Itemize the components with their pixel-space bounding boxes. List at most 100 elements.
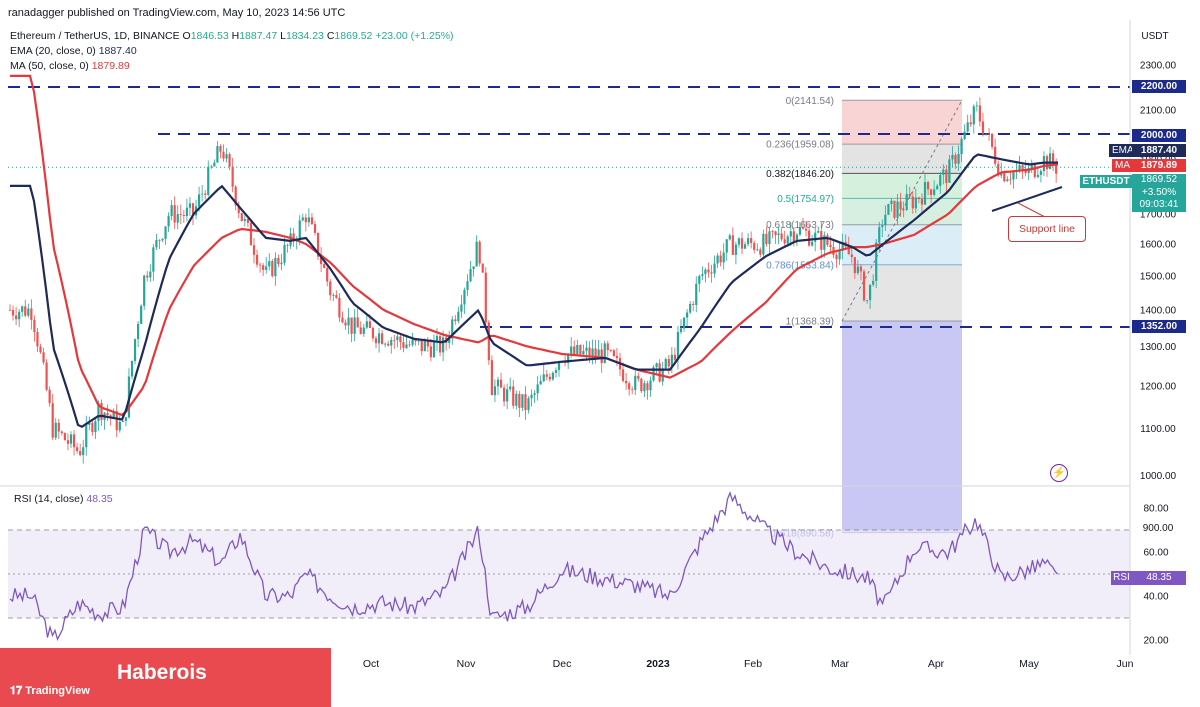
candle-body <box>637 375 640 379</box>
candle-body <box>954 155 957 164</box>
candle-body <box>655 363 658 368</box>
candle-body <box>798 227 802 235</box>
horizontal-levels[interactable] <box>8 86 1130 328</box>
candle-body <box>387 343 390 346</box>
candle-body <box>79 450 82 456</box>
candle-body <box>969 122 972 125</box>
candle-body <box>442 337 445 353</box>
candle-countdown: 09:03:41 <box>1139 199 1179 210</box>
last-change: +3.50% <box>1141 186 1177 198</box>
candle-body <box>265 266 268 270</box>
ema-legend[interactable]: EMA (20, close, 0) 1887.40 <box>10 45 137 57</box>
ma-legend-value: 1879.89 <box>91 60 130 72</box>
ma-legend[interactable]: MA (50, close, 0) 1879.89 <box>10 60 130 72</box>
candle-body <box>722 252 725 263</box>
candle-body <box>402 342 405 348</box>
support-line-annotation[interactable]: Support line <box>1008 216 1086 242</box>
candle-body <box>164 226 167 239</box>
candle-body <box>966 122 969 132</box>
candle-body <box>786 236 789 244</box>
candle-body <box>399 336 402 343</box>
rsi-tick-2: 40.00 <box>1143 592 1168 603</box>
candle-body <box>585 347 588 351</box>
candle-body <box>875 242 878 281</box>
rsi-legend[interactable]: RSI (14, close) 48.35 <box>14 493 113 505</box>
symbol-legend[interactable]: Ethereum / TetherUS, 1D, BINANCE O1846.5… <box>10 30 454 42</box>
ohlc-high-label: H <box>231 30 240 42</box>
candle-body <box>1048 153 1052 170</box>
time-axis[interactable]: JulAugSepOctNovDec2023FebMarAprMayJun <box>80 658 1133 670</box>
candle-body <box>359 327 362 334</box>
candle-body <box>149 271 152 278</box>
candle-body <box>310 217 314 225</box>
candle-body <box>137 323 140 340</box>
candle-body <box>792 231 795 242</box>
price-tick-11: 900.00 <box>1143 523 1174 534</box>
candle-body <box>234 186 237 206</box>
ema-legend-value: 1887.40 <box>98 45 137 57</box>
candle-body <box>975 105 978 107</box>
candle-body <box>490 360 493 396</box>
candle-body <box>942 169 945 175</box>
support-line[interactable] <box>991 186 1063 218</box>
candle-body <box>707 269 710 273</box>
candle-body <box>509 386 512 390</box>
candle-body <box>576 344 579 354</box>
candle-body <box>737 238 741 245</box>
candle-body <box>594 348 597 357</box>
candle-body <box>545 374 548 377</box>
candlestick-series <box>8 97 1058 464</box>
candle-body <box>939 174 942 186</box>
candle-body <box>249 222 253 246</box>
candle-body <box>152 247 155 272</box>
candle-body <box>167 216 170 227</box>
ohlc-close-label: C <box>326 30 335 42</box>
candle-body <box>374 338 378 344</box>
candle-body <box>795 234 798 242</box>
candle-body <box>512 386 515 406</box>
candle-body <box>454 319 457 322</box>
candle-body <box>435 336 439 342</box>
candle-body <box>515 393 518 406</box>
candle-body <box>615 355 619 359</box>
candle-body <box>673 354 676 360</box>
candle-body <box>530 394 533 399</box>
candle-body <box>753 243 756 250</box>
candle-body <box>112 411 115 418</box>
candle-body <box>88 422 91 425</box>
candle-body <box>198 194 201 207</box>
candle-body <box>460 304 463 312</box>
candle-body <box>597 349 600 357</box>
candle-body <box>667 359 670 367</box>
rsi-axis-value: 48.35 <box>1132 571 1186 585</box>
candle-body <box>362 327 365 334</box>
lightning-icon[interactable]: ⚡ <box>1050 464 1068 482</box>
candle-body <box>57 422 60 432</box>
fib-label-1: 0.236(1959.08) <box>766 140 834 151</box>
candle-body <box>811 241 814 246</box>
candle-body <box>21 306 24 312</box>
fib-zone-6 <box>842 321 962 533</box>
candle-body <box>579 344 582 355</box>
fib-zone-3 <box>842 198 962 225</box>
candle-body <box>316 232 320 257</box>
price-tick-6: 1400.00 <box>1140 305 1177 316</box>
price-tick-3: 1700.00 <box>1140 210 1177 221</box>
candle-body <box>475 241 478 267</box>
candle-body <box>917 197 920 200</box>
candle-body <box>499 379 503 388</box>
candle-body <box>820 231 823 250</box>
rsi-legend-value: 48.35 <box>86 493 113 505</box>
candle-body <box>539 381 542 385</box>
candle-body <box>51 403 54 438</box>
candle-body <box>432 341 436 358</box>
candle-body <box>448 338 451 343</box>
candle-body <box>130 360 134 377</box>
candle-body <box>24 306 27 316</box>
candle-body <box>15 315 18 320</box>
candle-body <box>365 321 368 328</box>
candle-body <box>890 200 893 205</box>
candle-body <box>503 387 506 402</box>
candle-body <box>323 264 326 269</box>
